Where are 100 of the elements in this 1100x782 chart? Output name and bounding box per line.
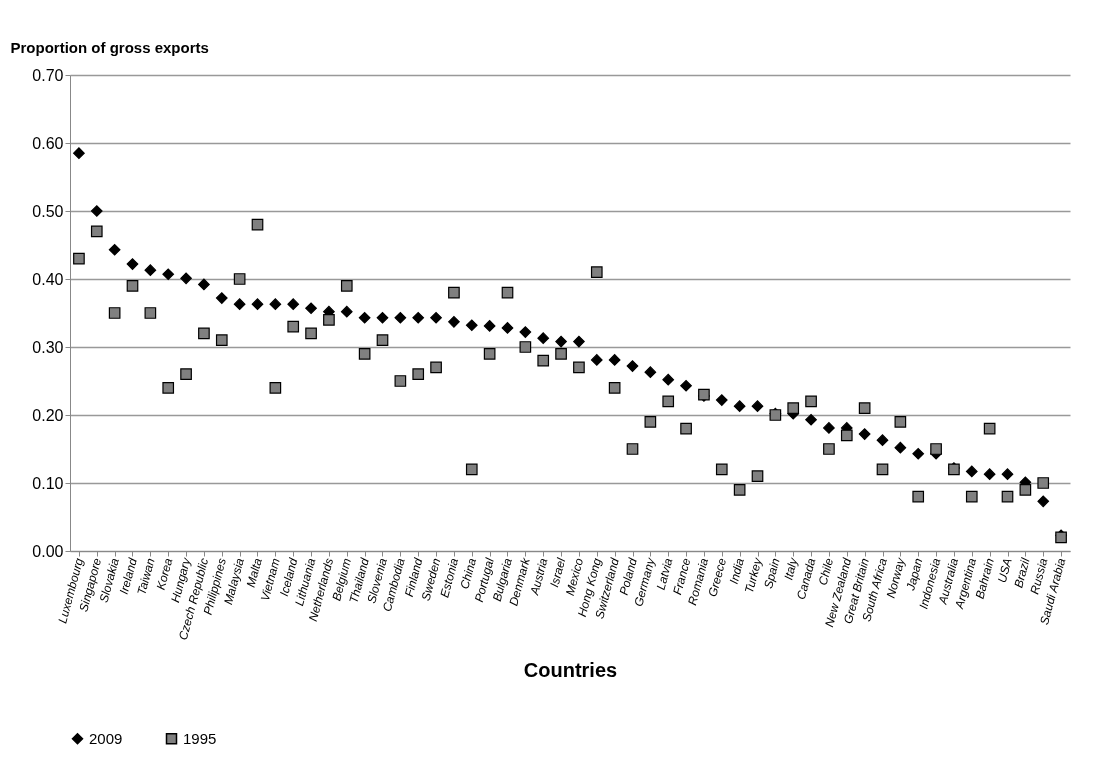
point — [680, 379, 692, 392]
point — [126, 258, 139, 270]
point — [537, 332, 550, 344]
point — [448, 286, 460, 299]
x-tick-label: India — [726, 556, 747, 586]
point — [573, 361, 585, 374]
point — [430, 311, 442, 324]
x-tick-label: Chile — [815, 556, 837, 587]
point — [823, 443, 835, 455]
point — [644, 415, 657, 428]
x-tick-label: Israel — [547, 556, 569, 589]
point — [805, 395, 817, 408]
point — [358, 311, 371, 324]
point — [108, 243, 121, 256]
point — [198, 327, 210, 340]
point — [1001, 468, 1014, 480]
point — [1037, 495, 1050, 508]
point — [1019, 483, 1032, 496]
y-tick-label: 0.40 — [32, 270, 64, 288]
point — [287, 298, 300, 310]
point — [287, 320, 300, 333]
point — [662, 373, 675, 386]
point — [930, 443, 942, 455]
point — [269, 298, 282, 310]
legend-label: 1995 — [183, 729, 217, 747]
y-tick-label: 0.00 — [32, 542, 64, 560]
point — [412, 311, 425, 324]
point — [162, 268, 175, 281]
x-tick-label: China — [457, 556, 480, 591]
point — [269, 381, 282, 394]
point — [412, 368, 425, 381]
point — [73, 147, 85, 160]
point — [662, 395, 675, 408]
point — [715, 394, 728, 406]
x-tick-label: Italy — [781, 555, 801, 582]
point — [644, 366, 657, 378]
point — [340, 305, 353, 318]
point — [483, 320, 496, 332]
point — [965, 465, 978, 478]
point — [590, 354, 603, 366]
point — [626, 360, 639, 372]
y-axis-title: Proportion of gross exports — [10, 38, 209, 56]
point — [340, 279, 353, 292]
point — [465, 463, 478, 476]
point — [858, 402, 871, 415]
point — [305, 302, 317, 315]
legend-label: 2009 — [89, 729, 123, 747]
point — [90, 225, 103, 238]
y-tick-label: 0.70 — [32, 66, 64, 84]
point — [108, 307, 121, 319]
point — [626, 443, 639, 455]
point — [965, 490, 978, 503]
point — [894, 441, 907, 454]
point — [73, 252, 85, 265]
point — [251, 218, 264, 231]
point — [358, 347, 371, 360]
point — [376, 311, 389, 324]
point — [555, 347, 567, 360]
point — [876, 434, 889, 446]
point — [305, 327, 317, 340]
point — [215, 292, 228, 304]
point — [1037, 477, 1050, 489]
point — [573, 335, 585, 348]
point — [144, 307, 157, 319]
point — [376, 334, 389, 347]
point — [501, 286, 514, 299]
point — [198, 278, 210, 291]
point — [251, 298, 264, 310]
point — [983, 468, 996, 480]
point — [519, 326, 532, 338]
point — [715, 463, 728, 476]
point — [1001, 490, 1014, 503]
point — [448, 316, 460, 328]
point — [519, 341, 532, 353]
point — [555, 335, 567, 348]
point — [608, 354, 621, 366]
point — [90, 205, 103, 217]
y-tick-label: 0.20 — [32, 406, 64, 424]
point — [876, 463, 889, 476]
point — [608, 381, 621, 394]
point — [465, 319, 478, 332]
point — [751, 400, 764, 412]
point — [180, 272, 192, 285]
point — [430, 361, 442, 374]
point — [537, 354, 550, 367]
point — [394, 375, 407, 387]
point — [162, 381, 175, 394]
y-tick-label: 0.10 — [32, 474, 64, 492]
point — [733, 400, 746, 412]
y-tick-label: 0.50 — [32, 202, 64, 220]
point — [894, 415, 907, 428]
point — [787, 402, 800, 415]
x-axis-title: Countries — [523, 659, 618, 682]
point — [126, 279, 139, 292]
point — [590, 266, 603, 279]
point — [501, 322, 514, 334]
point — [840, 429, 853, 442]
point — [483, 347, 496, 360]
point — [394, 311, 407, 324]
point — [180, 368, 192, 381]
